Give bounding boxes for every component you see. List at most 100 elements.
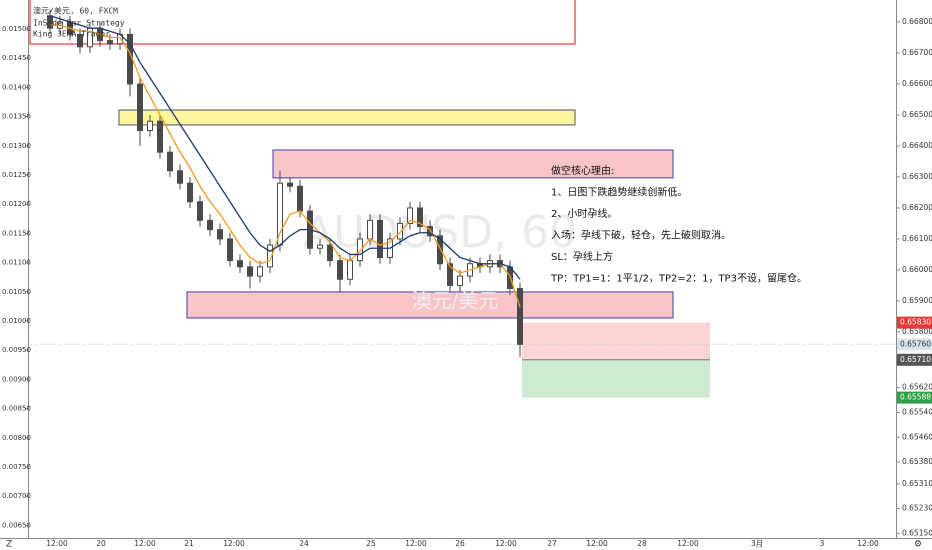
zone: [522, 359, 710, 398]
left-axis: [0, 0, 28, 538]
candle-body: [327, 244, 333, 262]
annotation-line: 做空核心理由:: [551, 164, 614, 177]
y2-tick-label: 0.01500: [2, 25, 31, 33]
y-tick-label: 0.65150: [902, 528, 932, 537]
annotation: 做空核心理由: 1、日图下跌趋势继续创新低。 2、小时孕线。入场：孕线下破，轻仓，先…: [550, 164, 807, 285]
y2-tick-label: 0.00850: [2, 405, 31, 413]
candle-body: [287, 182, 293, 187]
x-tick-label: 12:00: [134, 539, 156, 548]
candle-body: [157, 120, 163, 153]
annotation-line: 入场：孕线下破，轻仓，先上破则取消。: [551, 229, 731, 242]
axes: 0.66800 0.66700 0.66600 0.66500 0.66400 0.663…: [2, 17, 932, 548]
y-tick-label: 0.65230: [902, 504, 932, 513]
candle-body: [187, 182, 193, 203]
y-tick-label: 0.65620: [902, 383, 932, 392]
y-tick-label: 0.66700: [902, 48, 932, 57]
candle-body: [197, 201, 203, 221]
y-tick-label: 0.65800: [902, 327, 932, 336]
legend-title: 澳元/美元, 60, FXCM: [33, 6, 118, 16]
y2-tick-label: 0.00950: [2, 346, 31, 354]
candle-body: [247, 266, 253, 277]
zone: [272, 149, 674, 179]
x-tick-label: 24: [299, 539, 309, 548]
annotation-line: TP：TP1=1：1平1/2，TP2=2：1，TP3不设，留尾仓。: [550, 272, 807, 285]
y2-tick-label: 0.01050: [2, 288, 31, 296]
y2-tick-label: 0.01100: [2, 259, 31, 267]
y2-tick-label: 0.00750: [2, 463, 31, 471]
candle-body: [167, 151, 173, 172]
x-tick-label: 25: [366, 539, 376, 548]
candle-body: [347, 260, 353, 280]
y2-tick-label: 0.01150: [2, 229, 31, 237]
candle-body: [517, 288, 523, 345]
candle-body: [337, 260, 343, 280]
y-tick-label: 0.65310: [902, 479, 932, 488]
y-tick-label: 0.66200: [902, 203, 932, 212]
x-tick-label: 12:00: [223, 539, 245, 548]
x-tick-label: 12:00: [677, 539, 699, 548]
y-tick-label: 0.65380: [902, 457, 932, 466]
x-tick-label: 28: [637, 539, 647, 548]
y-tick-label: 0.66400: [902, 141, 932, 150]
x-tick-label: 27: [547, 539, 557, 548]
y-tick-label: 0.66500: [902, 110, 932, 119]
y2-tick-label: 0.00800: [2, 434, 31, 442]
candle-body: [297, 185, 303, 212]
zone: [522, 322, 710, 360]
candle-body: [227, 238, 233, 262]
y-tick-label: 0.66100: [902, 234, 932, 243]
candle-body: [77, 33, 83, 48]
price-label-box: [897, 338, 932, 351]
candle-body: [177, 170, 183, 184]
candle-body: [377, 219, 383, 259]
y-tick-label: 0.65540: [902, 407, 932, 416]
plot: [47, 9, 523, 357]
x-tick-label: 12:00: [586, 539, 608, 548]
ma-line: [49, 15, 521, 280]
candle-body: [267, 244, 273, 268]
annotation-line: 1、日图下跌趋势继续创新低。: [551, 186, 687, 199]
x-tick-label: 12:00: [857, 539, 879, 548]
price-label-box: [897, 316, 932, 329]
x-tick-label: 12:00: [46, 539, 68, 548]
legend-indicator: King 3EMA Trader: [33, 30, 110, 39]
price-label: 0.65710: [900, 355, 931, 364]
watermark-sub: 澳元/美元: [412, 289, 499, 313]
y2-tick-label: 0.01000: [2, 317, 31, 325]
price-label: 0.65830: [900, 318, 931, 327]
x-tick-label: 20: [96, 539, 106, 548]
ma-line: [50, 24, 521, 308]
y2-tick-label: 0.01250: [2, 171, 31, 179]
candle-body: [357, 238, 363, 262]
candle-body: [367, 219, 373, 240]
candle-body: [207, 219, 213, 231]
y2-tick-label: 0.01450: [2, 54, 31, 62]
candle-body: [397, 222, 403, 240]
annotation-line: 2、小时孕线。: [551, 207, 617, 220]
y2-tick-label: 0.01400: [2, 83, 31, 91]
right-axis: [897, 0, 932, 550]
x-tick-label: 21: [184, 539, 194, 548]
settings-icon[interactable]: ⚙: [914, 540, 922, 550]
zone: [186, 291, 674, 319]
x-tick-label: 3: [820, 539, 825, 548]
y2-tick-label: 0.01350: [2, 113, 31, 121]
y-tick-label: 0.65460: [902, 432, 932, 441]
y2-tick-label: 0.00650: [2, 521, 31, 529]
candle-body: [407, 207, 413, 224]
y-tick-label: 0.66300: [902, 172, 932, 181]
x-tick-label: 26: [455, 539, 465, 548]
y2-tick-label: 0.00700: [2, 492, 31, 500]
y2-tick-label: 0.01300: [2, 142, 31, 150]
candle-body: [317, 244, 323, 249]
candle-body: [237, 260, 243, 268]
candle-body: [147, 120, 153, 131]
x-tick-label: 3月: [751, 539, 763, 548]
zones: [28, 0, 896, 398]
price-label-box: [897, 391, 932, 404]
candle-body: [217, 229, 223, 240]
y2-tick-label: 0.01200: [2, 200, 31, 208]
candle-body: [447, 263, 453, 286]
candle-body: [257, 266, 263, 277]
